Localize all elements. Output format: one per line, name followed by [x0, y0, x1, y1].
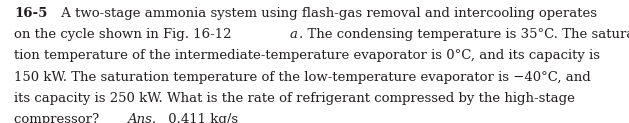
Text: . The condensing temperature is 35°C. The satura-: . The condensing temperature is 35°C. Th…	[299, 28, 629, 41]
Text: Ans.: Ans.	[127, 113, 157, 123]
Text: 16-5: 16-5	[14, 7, 48, 20]
Text: 150 kW. The saturation temperature of the low-temperature evaporator is −40°C, a: 150 kW. The saturation temperature of th…	[14, 70, 591, 84]
Text: 0.411 kg/s: 0.411 kg/s	[164, 113, 238, 123]
Text: compressor?: compressor?	[14, 113, 104, 123]
Text: its capacity is 250 kW. What is the rate of refrigerant compressed by the high-s: its capacity is 250 kW. What is the rate…	[14, 92, 575, 105]
Text: on the cycle shown in Fig. 16-12: on the cycle shown in Fig. 16-12	[14, 28, 232, 41]
Text: a: a	[289, 28, 298, 41]
Text: tion temperature of the intermediate-temperature evaporator is 0°C, and its capa: tion temperature of the intermediate-tem…	[14, 49, 600, 62]
Text: A two-stage ammonia system using flash-gas removal and intercooling operates: A two-stage ammonia system using flash-g…	[57, 7, 596, 20]
